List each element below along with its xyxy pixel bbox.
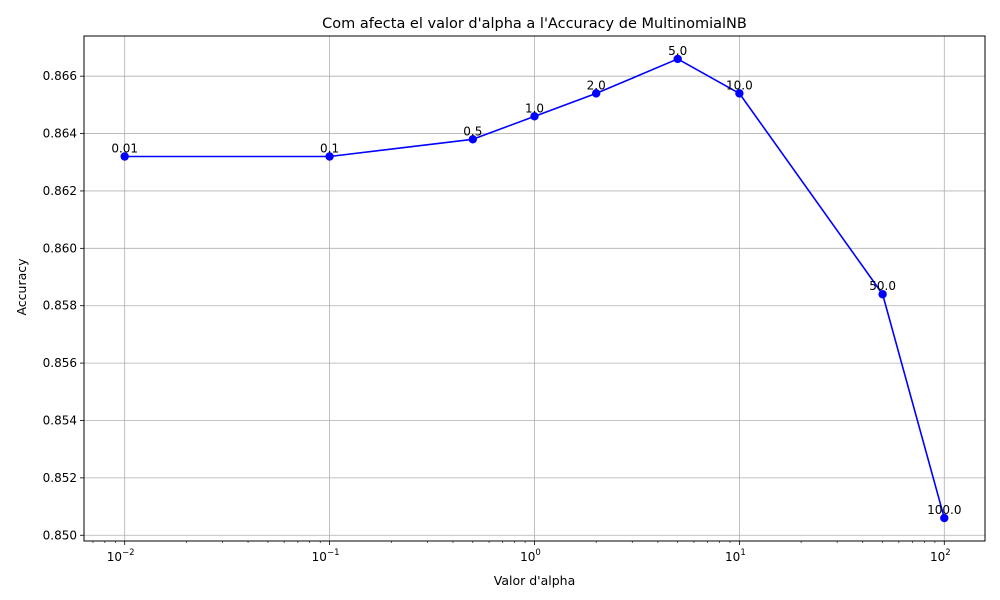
data-point-label: 100.0 — [927, 503, 961, 517]
y-tick-label: 0.856 — [43, 356, 77, 370]
x-tick-label: 100 — [520, 548, 541, 564]
y-tick-label: 0.862 — [43, 184, 77, 198]
data-point-label: 1.0 — [525, 101, 544, 115]
plot-frame — [83, 35, 986, 542]
x-tick-label: 10−2 — [107, 548, 135, 564]
x-tick-base: 10 — [725, 550, 740, 564]
data-point-marker — [591, 89, 601, 98]
data-point-marker — [673, 54, 682, 64]
x-tick-exponent: 1 — [740, 548, 745, 558]
x-tick-label: 10−1 — [312, 548, 340, 564]
y-tick-label: 0.852 — [43, 471, 77, 485]
data-point-marker — [530, 112, 539, 121]
x-tick-label: 102 — [930, 548, 951, 564]
series-layer: 0.01 0.1 0.5 1.0 2.0 5.0 10.0 50.0 100.0 — [111, 44, 961, 523]
data-point-label: 0.01 — [111, 142, 138, 156]
x-tick-exponent: −2 — [122, 548, 135, 558]
grid — [84, 36, 985, 541]
y-tick-label: 0.854 — [43, 413, 77, 427]
x-tick-base: 10 — [312, 550, 327, 564]
x-tick-base: 10 — [930, 550, 945, 564]
x-axis-label: Valor d'alpha — [494, 573, 576, 588]
data-point-marker — [120, 152, 129, 161]
y-tick-label: 0.860 — [43, 241, 77, 255]
data-point-label: 2.0 — [587, 78, 606, 92]
y-tick-label: 0.866 — [43, 69, 77, 83]
data-point-label: 10.0 — [726, 78, 753, 92]
data-point-marker — [468, 135, 478, 144]
y-axis-label: Accuracy — [14, 258, 29, 316]
data-point-label: 50.0 — [869, 279, 896, 293]
x-tick-exponent: −1 — [327, 548, 340, 558]
x-tick-base: 10 — [107, 550, 122, 564]
y-tick-label: 0.850 — [43, 528, 77, 542]
x-tick-label: 101 — [725, 548, 746, 564]
data-point-label: 0.5 — [463, 124, 482, 138]
x-tick-exponent: 2 — [945, 548, 950, 558]
chart-title: Com afecta el valor d'alpha a l'Accuracy… — [322, 16, 747, 32]
data-point-marker — [940, 513, 949, 523]
data-point-marker — [878, 290, 887, 299]
data-point-marker — [325, 152, 334, 161]
x-tick-base: 10 — [520, 550, 535, 564]
y-tick-label: 0.864 — [43, 127, 77, 141]
data-point-label: 0.1 — [320, 142, 339, 156]
data-point-label: 5.0 — [668, 44, 687, 58]
y-tick-label: 0.858 — [43, 299, 77, 313]
data-point-marker — [735, 89, 744, 98]
axis-ticks: 10−2 10−1 100 101 1020.8500.8520.8540.8560.8… — [43, 69, 951, 564]
x-tick-exponent: 0 — [535, 548, 540, 558]
